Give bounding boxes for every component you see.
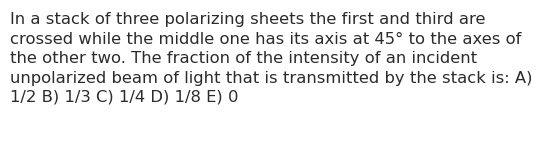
Text: In a stack of three polarizing sheets the first and third are: In a stack of three polarizing sheets th… [10, 12, 485, 27]
Text: unpolarized beam of light that is transmitted by the stack is: A): unpolarized beam of light that is transm… [10, 71, 532, 86]
Text: the other two. The fraction of the intensity of an incident: the other two. The fraction of the inten… [10, 51, 477, 66]
Text: crossed while the middle one has its axis at 45° to the axes of: crossed while the middle one has its axi… [10, 32, 521, 46]
Text: 1/2 B) 1/3 C) 1/4 D) 1/8 E) 0: 1/2 B) 1/3 C) 1/4 D) 1/8 E) 0 [10, 90, 238, 105]
